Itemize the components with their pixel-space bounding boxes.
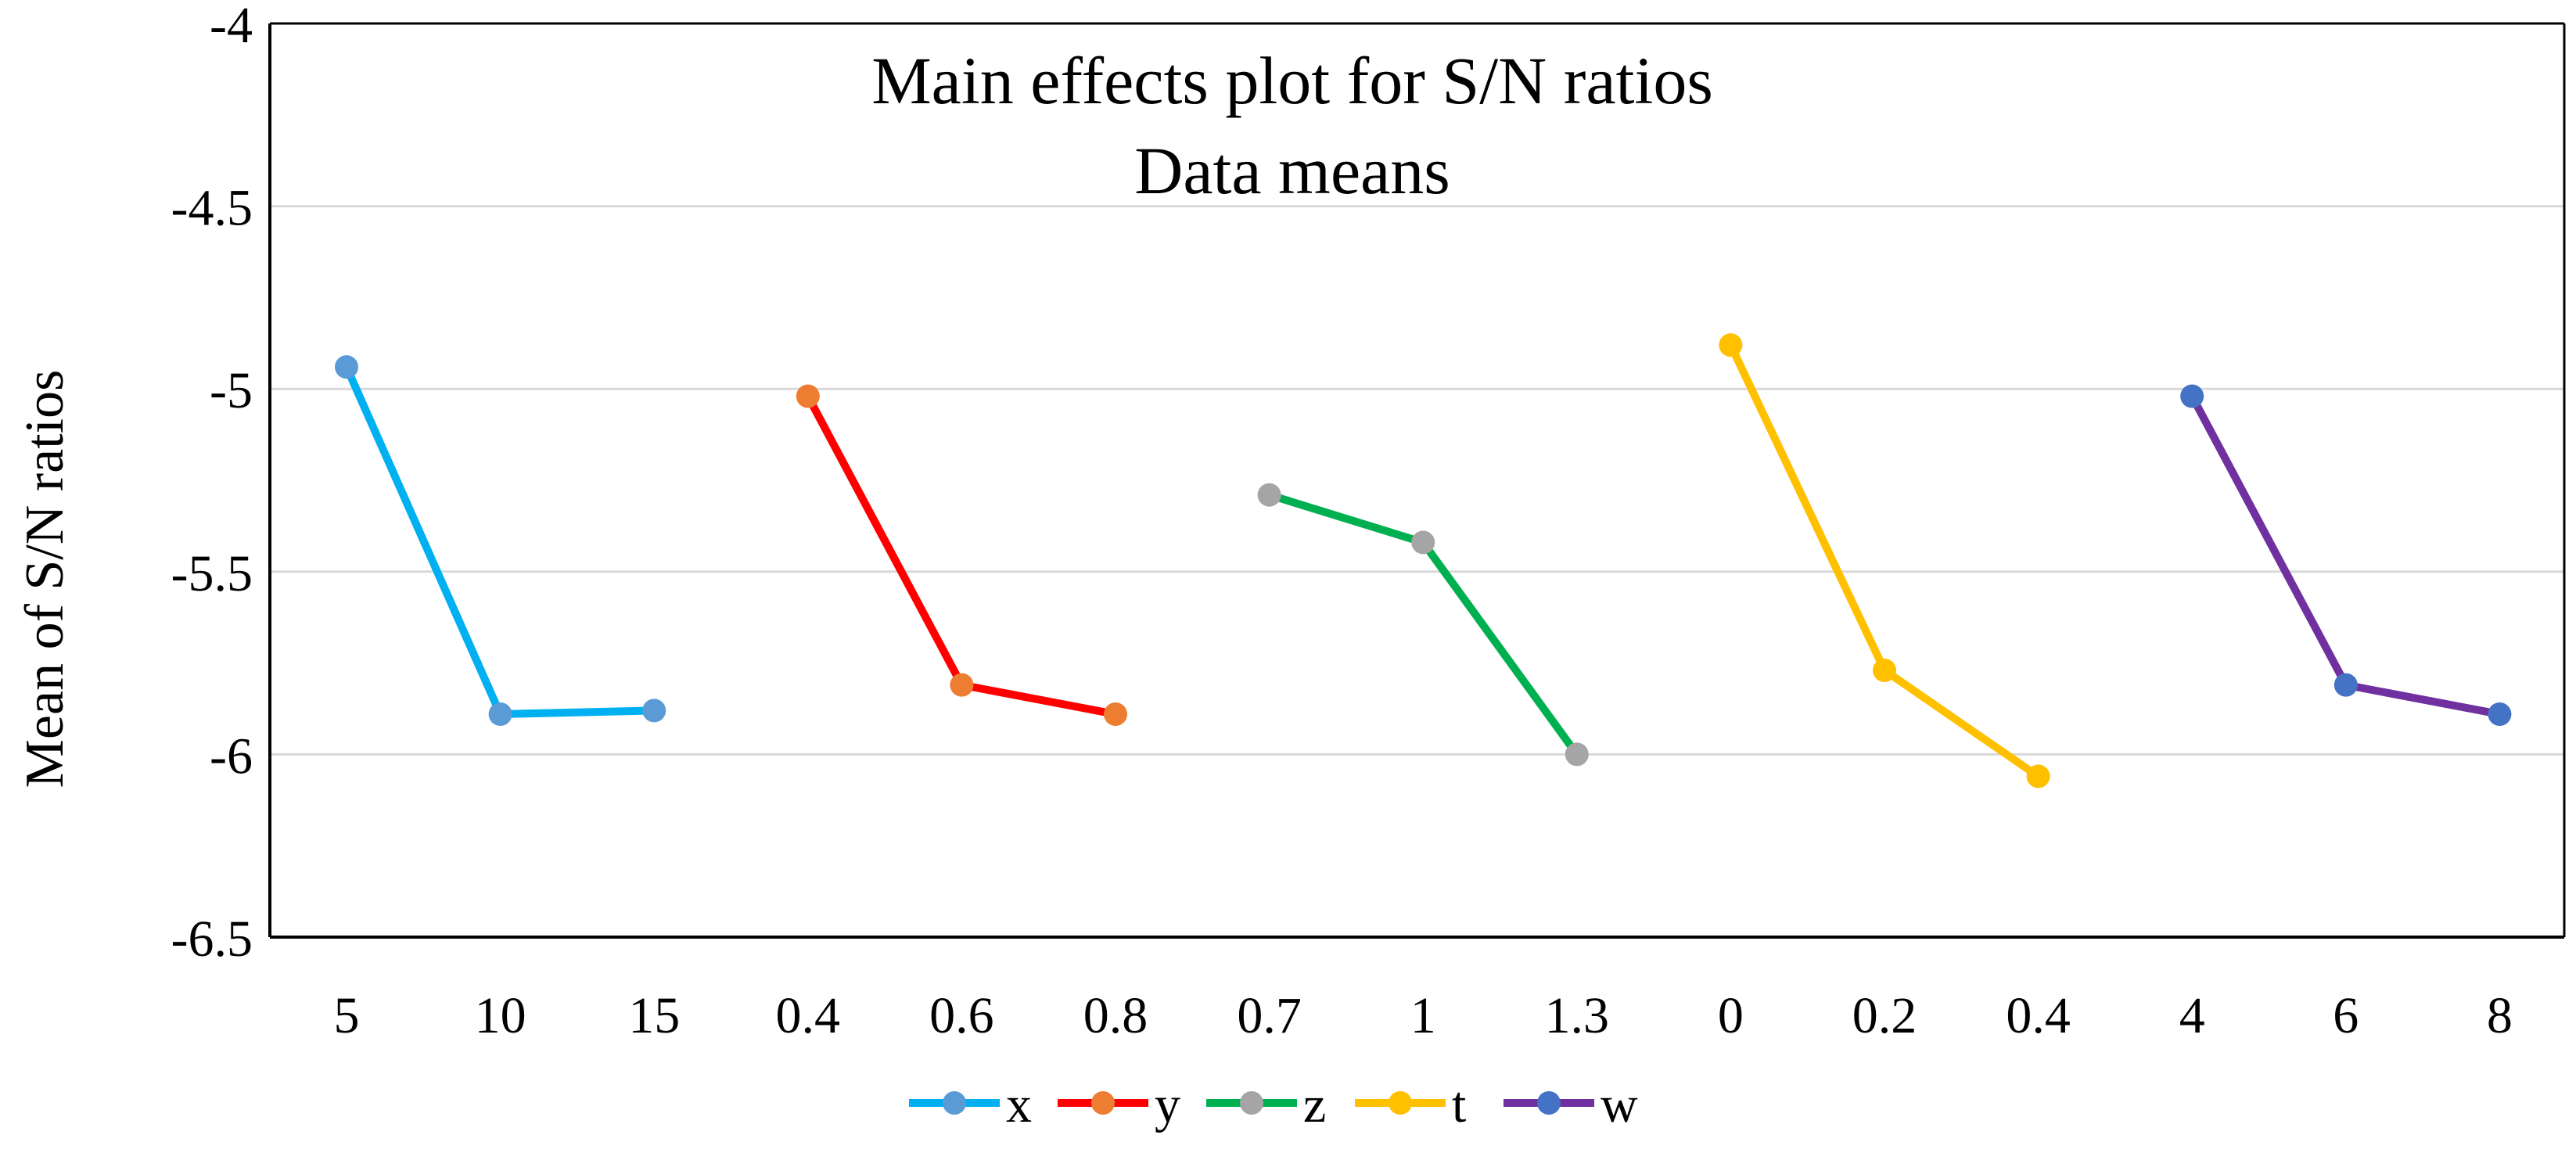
gridlines bbox=[270, 205, 2564, 756]
chart-title: Main effects plot for S/N ratios bbox=[871, 43, 1713, 118]
series-layer bbox=[335, 333, 2512, 788]
y-tick-label-3: -5.5 bbox=[171, 545, 253, 602]
series-w-point-2 bbox=[2488, 702, 2512, 727]
legend-w-marker bbox=[1537, 1091, 1561, 1115]
x-tick-label-13: 6 bbox=[2333, 987, 2359, 1044]
y-tick-label-1: -4.5 bbox=[171, 180, 253, 237]
x-tick-label-11: 0.4 bbox=[2006, 987, 2071, 1044]
x-tick-label-4: 0.6 bbox=[929, 987, 994, 1044]
y-tick-labels: -4 -4.5 -5 -5.5 -6 -6.5 bbox=[171, 0, 253, 968]
y-tick-label-0: -4 bbox=[210, 0, 253, 54]
x-tick-label-2: 15 bbox=[628, 987, 680, 1044]
series-x-point-0 bbox=[335, 355, 358, 379]
x-tick-label-12: 4 bbox=[2179, 987, 2205, 1044]
series-t-point-1 bbox=[1873, 658, 1896, 682]
axes bbox=[268, 22, 2566, 939]
x-tick-label-9: 0 bbox=[1718, 987, 1744, 1044]
legend-z-marker bbox=[1240, 1091, 1263, 1115]
x-tick-label-1: 10 bbox=[475, 987, 526, 1044]
y-tick-label-2: -5 bbox=[210, 362, 253, 419]
x-tick-label-14: 8 bbox=[2487, 987, 2513, 1044]
legend-x-label: x bbox=[1006, 1076, 1032, 1133]
x-tick-label-8: 1.3 bbox=[1545, 987, 1610, 1044]
series-x-point-1 bbox=[488, 702, 512, 727]
legend-y-marker bbox=[1091, 1091, 1115, 1115]
series-x-point-2 bbox=[642, 699, 666, 723]
x-tick-label-10: 0.2 bbox=[1852, 987, 1917, 1044]
legend-z-label: z bbox=[1303, 1076, 1326, 1133]
y-tick-label-4: -6 bbox=[210, 727, 253, 785]
x-tick-label-0: 5 bbox=[334, 987, 360, 1044]
series-w-point-0 bbox=[2180, 384, 2204, 408]
legend-y-label: y bbox=[1155, 1076, 1180, 1133]
series-w-point-1 bbox=[2333, 673, 2358, 697]
x-tick-label-7: 1 bbox=[1410, 987, 1436, 1044]
series-z-point-0 bbox=[1257, 483, 1281, 507]
series-y-point-1 bbox=[950, 673, 974, 697]
x-tick-labels: 5 10 15 0.4 0.6 0.8 0.7 1 1.3 0 0.2 0.4 4 6 8 bbox=[334, 987, 2513, 1044]
legend-t-label: t bbox=[1452, 1076, 1466, 1133]
legend-x-marker bbox=[943, 1091, 966, 1115]
x-tick-label-3: 0.4 bbox=[776, 987, 841, 1044]
x-tick-label-6: 0.7 bbox=[1237, 987, 1302, 1044]
y-tick-label-5: -6.5 bbox=[171, 911, 253, 968]
legend-t-marker bbox=[1389, 1091, 1412, 1115]
series-y-point-0 bbox=[796, 384, 820, 408]
x-tick-label-5: 0.8 bbox=[1083, 987, 1148, 1044]
series-z-point-1 bbox=[1411, 530, 1435, 555]
chart-subtitle: Data means bbox=[1134, 133, 1450, 208]
series-z-point-2 bbox=[1565, 742, 1589, 767]
y-axis-label: Mean of S/N ratios bbox=[15, 370, 75, 788]
series-t-point-2 bbox=[2026, 764, 2050, 788]
series-t-point-0 bbox=[1719, 333, 1743, 357]
series-y-point-2 bbox=[1104, 702, 1127, 727]
legend-w-label: w bbox=[1601, 1076, 1638, 1133]
